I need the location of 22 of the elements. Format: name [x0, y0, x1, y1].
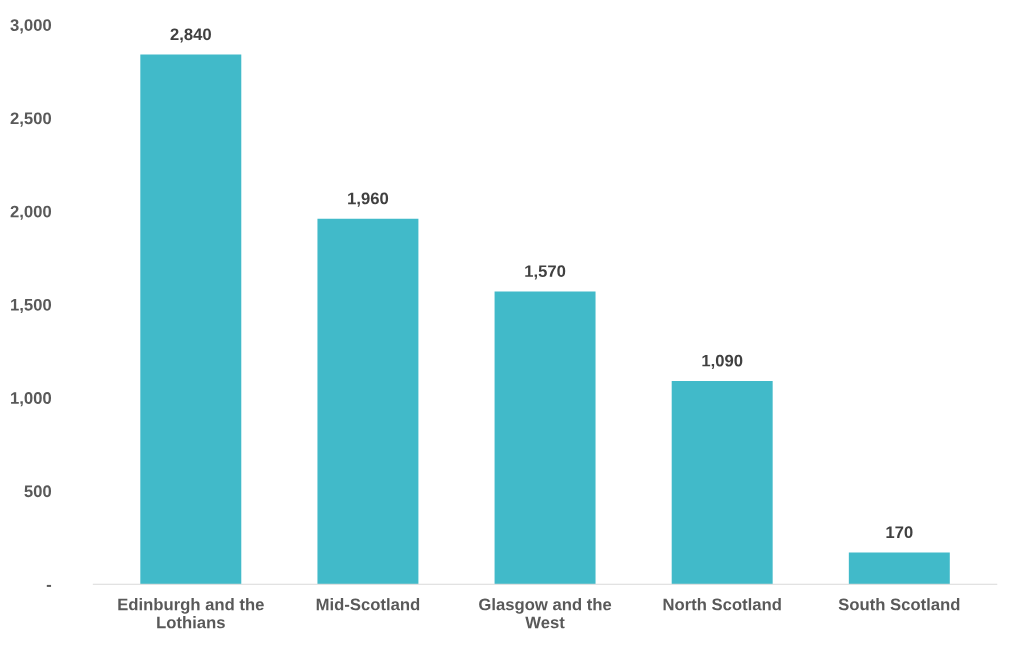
bar: [317, 218, 419, 585]
x-tick-label: South Scotland: [838, 598, 960, 611]
y-tick-label: 1,500: [11, 298, 52, 314]
bar: [140, 54, 242, 585]
data-label: 2,840: [170, 28, 211, 43]
x-tick-label: Edinburgh and the Lothians: [118, 598, 264, 629]
y-tick-label: 2,500: [10, 112, 52, 127]
data-label: 170: [886, 526, 913, 539]
bar: [494, 291, 596, 585]
y-tick-label: 500: [24, 485, 52, 498]
x-tick-label: Mid-Scotland: [316, 598, 420, 611]
x-tick-label: North Scotland: [663, 598, 781, 611]
y-tick-label: 2,000: [10, 205, 52, 220]
y-tick-label: 3,000: [10, 19, 52, 34]
data-label: 1,960: [348, 192, 389, 207]
data-label: 1,090: [702, 354, 743, 369]
bar: [671, 380, 773, 585]
bar: [848, 552, 950, 585]
data-label: 1,570: [525, 265, 566, 280]
y-tick-label: 1,000: [11, 392, 52, 407]
y-tick-label: -: [46, 584, 52, 587]
x-tick-label: Glasgow and the West: [479, 598, 612, 629]
